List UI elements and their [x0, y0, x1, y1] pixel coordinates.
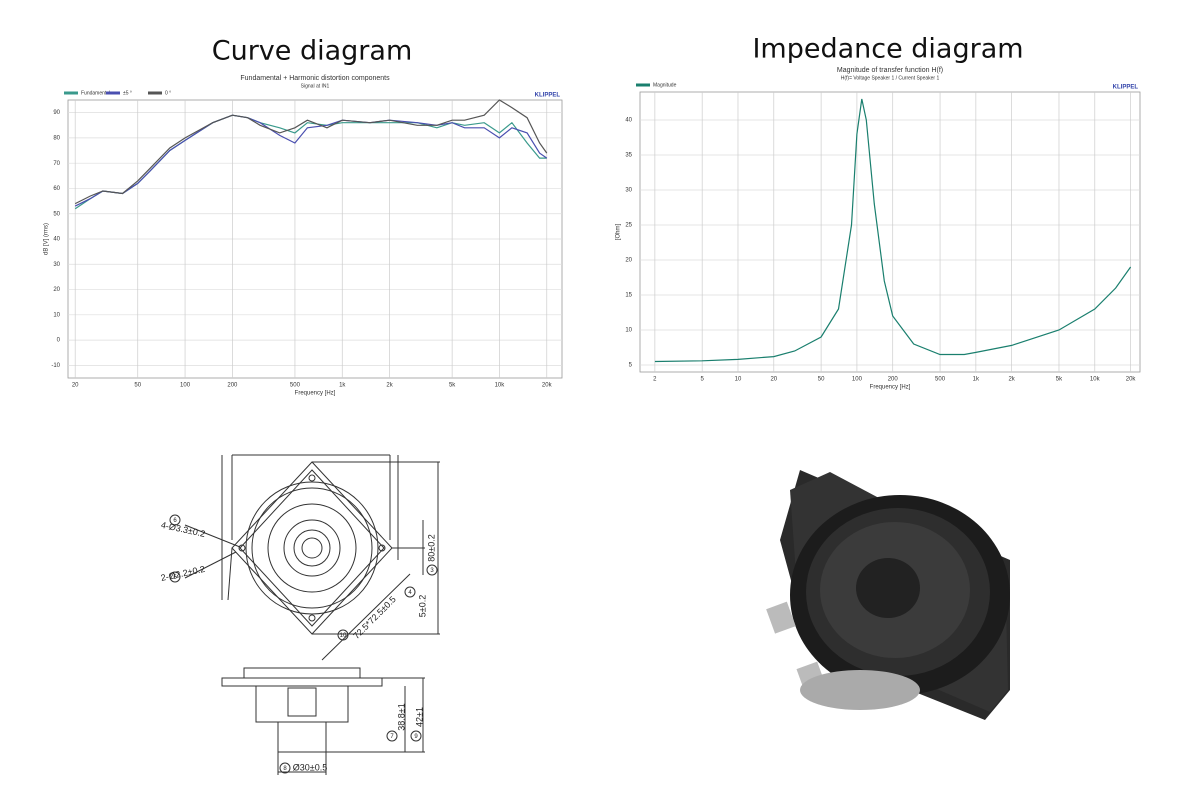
series-line [74, 99, 548, 205]
legend-swatch [148, 91, 162, 95]
legend-label: Magnitude [653, 82, 677, 88]
x-tick-label: 100 [852, 377, 863, 383]
legend-swatch [106, 91, 120, 95]
y-tick-label: 10 [625, 328, 632, 334]
callout-number: 7 [390, 734, 394, 740]
x-tick-label: 1k [339, 383, 346, 389]
y-tick-label: -10 [51, 363, 60, 369]
legend-swatch [636, 83, 650, 87]
x-axis-label: Frequency [Hz] [870, 385, 911, 391]
x-tick-label: 5k [449, 383, 456, 389]
dimension-label: 2-Ø2.2±0.2 [160, 564, 206, 583]
callout-number: 8 [283, 766, 287, 772]
y-tick-label: 25 [625, 223, 632, 229]
x-tick-label: 2 [653, 377, 657, 383]
dimension-label: Ø30±0.5 [293, 762, 327, 772]
legend-label: 0 ° [165, 90, 171, 96]
y-tick-label: 90 [53, 110, 60, 116]
y-axis-label: [Ohm] [616, 224, 622, 241]
x-tick-label: 20 [72, 383, 79, 389]
dimension-label: 4-Ø3.3±0.2 [160, 520, 206, 539]
x-tick-label: 20k [542, 383, 553, 389]
series-line [654, 98, 1132, 363]
plot-area [639, 91, 1141, 373]
chart-subtitle: H(f)= Voltage Speaker 1 / Current Speake… [841, 75, 940, 81]
y-tick-label: 10 [53, 312, 60, 318]
y-tick-label: 40 [625, 118, 632, 124]
callout-number: 3 [430, 568, 434, 574]
x-tick-label: 500 [290, 383, 301, 389]
y-tick-label: 70 [53, 161, 60, 167]
y-tick-label: 30 [625, 188, 632, 194]
dimension-label: 38.8±1 [396, 703, 406, 730]
dimension-label: 5±0.2 [417, 595, 427, 617]
x-tick-label: 2k [1008, 377, 1015, 383]
dimension-label: 80±0.2 [426, 534, 436, 561]
callout-number: 6 [173, 518, 177, 524]
y-tick-label: 40 [53, 237, 60, 243]
chart-subtitle: Signal at IN1 [301, 83, 330, 89]
x-tick-label: 10 [735, 377, 742, 383]
heading: Impedance diagram [752, 34, 1023, 65]
y-tick-label: 20 [625, 258, 632, 264]
heading: Curve diagram [212, 36, 413, 67]
x-tick-label: 20k [1126, 377, 1137, 383]
y-tick-label: 35 [625, 153, 632, 159]
x-tick-label: 1k [973, 377, 980, 383]
x-tick-label: 20 [770, 377, 777, 383]
y-tick-label: 80 [53, 135, 60, 141]
legend-swatch [64, 91, 78, 95]
dimension-label: 42±1 [414, 707, 424, 727]
callout-number: 4 [408, 590, 412, 596]
series-line [74, 114, 548, 207]
y-tick-label: 15 [625, 293, 632, 299]
technical-drawing [169, 454, 440, 775]
x-tick-label: 5k [1056, 377, 1063, 383]
x-tick-label: 500 [935, 377, 946, 383]
chart-title: Magnitude of transfer function H(f) [837, 67, 943, 74]
speaker-photo [766, 470, 1010, 720]
y-tick-label: 20 [53, 287, 60, 293]
brand: KLIPPEL [535, 93, 561, 99]
y-tick-label: 50 [53, 211, 60, 217]
y-tick-label: 30 [53, 262, 60, 268]
legend-label: Fundamental [81, 90, 110, 96]
x-tick-label: 50 [134, 383, 141, 389]
x-tick-label: 200 [888, 377, 899, 383]
x-axis-label: Frequency [Hz] [295, 391, 336, 397]
callout-number: 10 [340, 633, 347, 639]
x-tick-label: 50 [818, 377, 825, 383]
x-tick-label: 100 [180, 383, 191, 389]
x-tick-label: 10k [1090, 377, 1101, 383]
y-tick-label: 0 [57, 338, 61, 344]
y-axis-label: dB [V] (rms) [44, 223, 50, 255]
callout-number: 5 [173, 575, 177, 581]
y-tick-label: 5 [629, 363, 633, 369]
x-tick-label: 200 [227, 383, 238, 389]
x-tick-label: 2k [386, 383, 393, 389]
x-tick-label: 10k [495, 383, 506, 389]
brand: KLIPPEL [1113, 85, 1139, 91]
x-tick-label: 5 [701, 377, 705, 383]
chart-title: Fundamental + Harmonic distortion compon… [240, 75, 390, 82]
y-tick-label: 60 [53, 186, 60, 192]
callout-number: 9 [414, 734, 418, 740]
legend-label: ±5 ° [123, 90, 132, 96]
